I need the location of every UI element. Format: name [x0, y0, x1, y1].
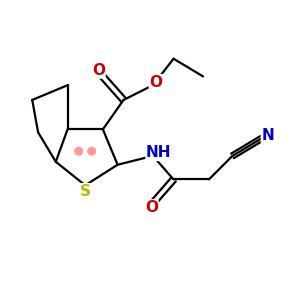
Text: N: N	[261, 128, 274, 143]
Text: O: O	[145, 200, 158, 215]
Text: O: O	[149, 75, 162, 90]
Text: S: S	[80, 184, 91, 199]
Text: O: O	[92, 63, 105, 78]
Circle shape	[75, 147, 82, 155]
Circle shape	[88, 147, 95, 155]
Text: NH: NH	[146, 146, 172, 160]
